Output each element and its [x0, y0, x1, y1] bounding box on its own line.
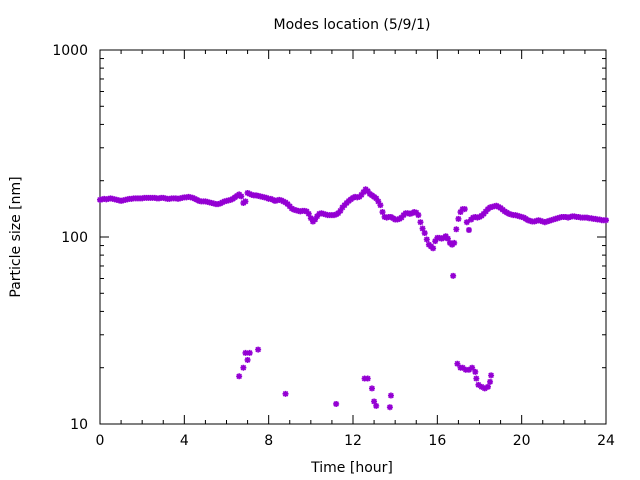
data-point: [307, 215, 314, 222]
data-point: [413, 209, 420, 216]
data-point: [438, 235, 445, 242]
data-point: [379, 209, 386, 216]
data-point: [472, 368, 479, 375]
plot-border: [99, 49, 607, 425]
data-point: [475, 381, 482, 388]
data-point: [442, 233, 449, 240]
data-point: [377, 202, 384, 209]
data-point: [314, 213, 321, 220]
data-point: [360, 189, 367, 196]
data-point: [469, 364, 476, 371]
y-tick-label: 10: [70, 417, 88, 433]
data-point: [255, 346, 262, 353]
data-point: [461, 206, 468, 213]
data-point: [473, 375, 480, 382]
data-point: [465, 227, 472, 234]
data-point: [282, 390, 289, 397]
data-point: [444, 235, 451, 242]
data-point: [240, 364, 247, 371]
data-point: [238, 193, 245, 200]
data-point: [463, 219, 470, 226]
y-axis-label: Particle size [nm]: [8, 176, 24, 297]
data-point: [387, 392, 394, 399]
data-point: [457, 209, 464, 216]
chart-title: Modes location (5/9/1): [274, 17, 431, 33]
data-point: [480, 210, 487, 217]
data-point: [419, 225, 426, 232]
data-point: [415, 212, 422, 219]
data-point: [423, 236, 430, 243]
data-point: [373, 195, 380, 202]
data-point: [244, 189, 251, 196]
data-point: [242, 349, 249, 356]
y-axis: 10 100 1000: [52, 43, 606, 433]
data-point: [364, 188, 371, 195]
data-point: [312, 216, 319, 223]
data-point: [432, 238, 439, 245]
data-point: [484, 383, 491, 390]
data-point: [454, 360, 461, 367]
data-point: [421, 230, 428, 237]
data-point: [450, 272, 457, 279]
data-point: [364, 375, 371, 382]
data-point: [358, 191, 365, 198]
data-point: [303, 208, 310, 215]
data-point: [417, 219, 424, 226]
data-point: [246, 190, 253, 197]
data-point: [361, 375, 368, 382]
data-point: [333, 400, 340, 407]
x-tick-label: 16: [428, 433, 446, 449]
y-tick-label: 1000: [52, 43, 88, 59]
data-point: [481, 385, 488, 392]
plot-frame: [99, 49, 607, 425]
data-point: [462, 366, 469, 373]
data-point: [459, 364, 466, 371]
x-tick-label: 24: [597, 433, 615, 449]
data-point: [455, 215, 462, 222]
x-tick-label: 8: [264, 433, 273, 449]
x-axis-label: Time [hour]: [310, 460, 393, 476]
data-point: [488, 372, 495, 379]
x-tick-label: 4: [180, 433, 189, 449]
data-point: [244, 356, 251, 363]
x-tick-label: 20: [513, 433, 531, 449]
data-point: [436, 234, 443, 241]
data-point: [430, 245, 437, 252]
data-points: [97, 186, 609, 411]
data-point: [453, 226, 460, 233]
data-point: [368, 385, 375, 392]
data-point: [398, 214, 405, 221]
x-axis: 0 4 8 12 16 20 24: [96, 50, 615, 449]
x-tick-label: 12: [344, 433, 362, 449]
data-point: [487, 378, 494, 385]
data-point: [465, 366, 472, 373]
data-point: [478, 383, 485, 390]
data-point: [373, 402, 380, 409]
data-point: [236, 373, 243, 380]
data-point: [375, 198, 382, 205]
data-point: [451, 239, 458, 246]
data-point: [386, 404, 393, 411]
data-point: [242, 198, 249, 205]
data-point: [337, 207, 344, 214]
data-point: [371, 398, 378, 405]
data-point: [305, 210, 312, 217]
data-point: [246, 349, 253, 356]
y-tick-label: 100: [61, 230, 88, 246]
data-point: [603, 217, 609, 224]
x-tick-label: 0: [96, 433, 105, 449]
